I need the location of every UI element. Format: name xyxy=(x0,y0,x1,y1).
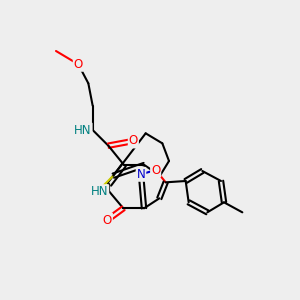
Text: HN: HN xyxy=(74,124,92,136)
Text: O: O xyxy=(103,214,112,226)
Text: HN: HN xyxy=(91,185,108,198)
Text: O: O xyxy=(74,58,83,71)
Text: N: N xyxy=(136,168,146,181)
Text: O: O xyxy=(129,134,138,148)
Text: S: S xyxy=(91,188,98,201)
Text: O: O xyxy=(151,164,160,176)
